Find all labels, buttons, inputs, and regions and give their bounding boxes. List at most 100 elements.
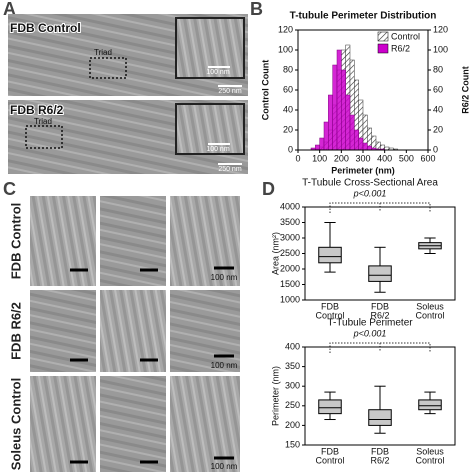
inset xyxy=(175,103,245,155)
x-tick-label: R6/2 xyxy=(370,455,389,465)
y2-tick-label: 40 xyxy=(433,104,443,114)
y-tick-label: 200 xyxy=(285,420,300,430)
y2-axis-label: R6/2 Count xyxy=(460,66,470,114)
box xyxy=(368,265,392,282)
chart-title: T-Tubule Perimeter xyxy=(327,318,413,329)
x-tick-label: FDB xyxy=(371,301,389,311)
scale-label: 250 nm xyxy=(218,88,242,95)
y-tick-label: 3000 xyxy=(280,232,300,242)
box xyxy=(318,246,342,264)
x-tick-label: FDB xyxy=(321,446,339,456)
bar xyxy=(336,49,342,151)
scale-label: 100 nm xyxy=(211,462,238,471)
x-tick-label: Soleus xyxy=(416,446,444,456)
scale-label: 100 nm xyxy=(206,69,230,76)
x-tick-label: 600 xyxy=(420,153,435,163)
x-tick-label: Control xyxy=(415,310,444,320)
scale-label: 100 nm xyxy=(206,146,230,153)
chart-title: T-tubule Perimeter Distribution xyxy=(290,11,437,22)
bar xyxy=(354,129,359,151)
y-tick-label: 60 xyxy=(283,84,293,94)
y-tick-label: 120 xyxy=(278,24,293,34)
y-tick-label: 300 xyxy=(285,381,300,391)
y2-tick-label: 60 xyxy=(433,84,443,94)
x-tick-label: 200 xyxy=(334,153,349,163)
box xyxy=(418,399,442,411)
y2-tick-label: 80 xyxy=(433,64,443,74)
legend-label: R6/2 xyxy=(391,43,410,53)
y-axis-label: Perimeter (nm) xyxy=(270,366,280,426)
bar xyxy=(349,114,355,151)
row-label: Soleus Control xyxy=(8,378,23,470)
triad-box xyxy=(25,125,63,149)
y-tick-label: 100 xyxy=(278,44,293,54)
x-tick-label: FDB xyxy=(321,301,339,311)
bar xyxy=(323,121,329,151)
micrograph-grid xyxy=(30,196,240,472)
x-tick-label: Control xyxy=(415,455,444,465)
x-axis-label: Perimeter (nm) xyxy=(331,165,395,175)
y-tick-label: 1500 xyxy=(280,279,300,289)
significance-bracket xyxy=(329,342,431,353)
scale-label: 100 nm xyxy=(211,361,238,370)
x-tick-label: 0 xyxy=(295,153,300,163)
bar xyxy=(328,94,333,151)
y-tick-label: 2500 xyxy=(280,248,300,258)
y-tick-label: 250 xyxy=(285,400,300,410)
legend-label: Control xyxy=(391,31,420,41)
image-label: FDB R6/2 xyxy=(10,103,64,117)
box xyxy=(318,399,342,415)
y2-tick-label: 120 xyxy=(433,24,448,34)
legend-swatch xyxy=(377,31,389,42)
y-tick-label: 150 xyxy=(285,439,300,449)
significance-bracket xyxy=(329,202,431,213)
bar xyxy=(362,142,368,151)
bar xyxy=(319,137,325,151)
bar xyxy=(367,145,372,151)
annotation: p<0.001 xyxy=(353,188,387,198)
y-tick-label: 2000 xyxy=(280,263,300,273)
x-tick-label: 400 xyxy=(377,153,392,163)
x-tick-label: 300 xyxy=(355,153,370,163)
bar xyxy=(315,144,320,151)
annotation: p<0.001 xyxy=(353,328,387,338)
triad-label: Triad xyxy=(34,117,52,126)
panel-label: B xyxy=(250,0,263,19)
y-tick-label: 80 xyxy=(283,64,293,74)
chart-title: T-Tubule Cross-Sectional Area xyxy=(302,178,438,189)
y-tick-label: 3500 xyxy=(280,217,300,227)
triad-box xyxy=(89,57,127,79)
row-label: FDB R6/2 xyxy=(8,302,23,360)
x-tick-label: 500 xyxy=(399,153,414,163)
x-tick-label: Control xyxy=(315,455,344,465)
x-tick-label: Soleus xyxy=(416,301,444,311)
y-axis-label: Area (nm²) xyxy=(270,232,280,275)
bar xyxy=(358,137,364,151)
x-tick-label: FDB xyxy=(371,446,389,456)
y-tick-label: 4000 xyxy=(280,201,300,211)
y-tick-label: 40 xyxy=(283,104,293,114)
x-tick-label: R6/2 xyxy=(370,310,389,320)
y-tick-label: 350 xyxy=(285,361,300,371)
y2-tick-label: 100 xyxy=(433,44,448,54)
x-tick-label: 100 xyxy=(312,153,327,163)
y-tick-label: 20 xyxy=(283,124,293,134)
y-tick-label: 0 xyxy=(288,144,293,154)
y-tick-label: 1000 xyxy=(280,294,300,304)
y2-tick-label: 0 xyxy=(433,144,438,154)
bar xyxy=(345,94,351,151)
plot-frame xyxy=(304,346,456,446)
scale-label: 250 nm xyxy=(218,166,242,173)
row-label: FDB Control xyxy=(8,203,23,280)
panel-label: D xyxy=(262,179,275,199)
scale-label: 100 nm xyxy=(211,273,238,282)
bar xyxy=(332,64,338,151)
panel-label: C xyxy=(3,179,16,199)
box xyxy=(368,409,392,426)
y-tick-label: 400 xyxy=(285,341,300,351)
bar xyxy=(341,69,346,151)
legend-swatch xyxy=(377,43,389,54)
x-tick-label: Control xyxy=(315,310,344,320)
triad-label: Triad xyxy=(94,48,112,57)
